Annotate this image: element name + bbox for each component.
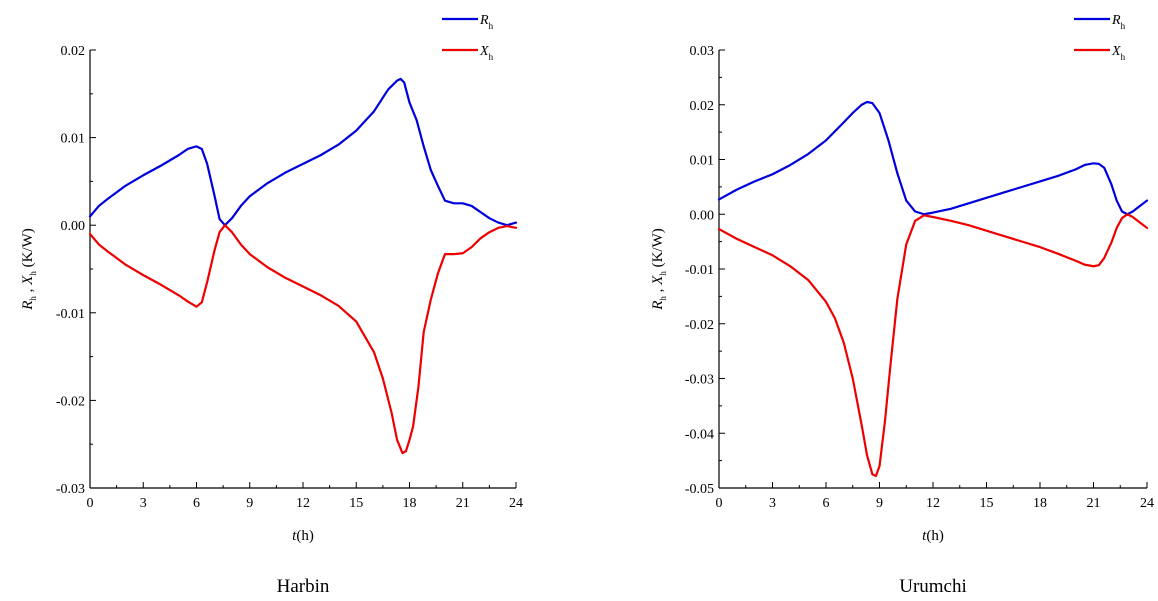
- y-tick-label: 0.00: [690, 208, 715, 223]
- chart-caption: Urumchi: [899, 576, 967, 597]
- y-tick-label: -0.05: [685, 482, 714, 497]
- legend-label: Rh: [1111, 13, 1126, 31]
- x-tick-label: 21: [1087, 496, 1101, 511]
- chart-caption: Harbin: [277, 576, 330, 597]
- x-tick-label: 24: [1140, 496, 1154, 511]
- series-line-rh: [88, 77, 518, 227]
- x-tick-label: 15: [349, 496, 363, 511]
- x-tick-label: 15: [980, 496, 994, 511]
- chart-urumchi: 0 3 6 9 12 15 18 21 24 -0.05 -0.04 -0.03 -0.02 -0.01 0…: [650, 13, 1154, 597]
- legend-label: Rh: [479, 13, 494, 31]
- series-line-rh: [717, 100, 1149, 216]
- y-tick-label: -0.01: [56, 307, 85, 322]
- y-tick-label: -0.01: [685, 263, 714, 278]
- legend-label: Xh: [1111, 44, 1126, 62]
- y-tick-label: 0.03: [690, 44, 715, 59]
- y-axis-label: Rh , Xh (K/W): [20, 228, 38, 311]
- legend-label-sub: h: [1121, 52, 1126, 62]
- chart-harbin: 0 3 6 9 12 15 18 21 24 -0.03 -0.02 -0.01 0.00 0.01 0.0…: [20, 13, 523, 597]
- x-tick-label: 21: [456, 496, 470, 511]
- x-tick-label: 12: [296, 496, 310, 511]
- y-tick-label: -0.02: [56, 394, 85, 409]
- x-tick-label: 0: [716, 496, 723, 511]
- y-tick-label: 0.02: [690, 99, 715, 114]
- legend-label-sub: h: [489, 52, 494, 62]
- x-tick-label: 9: [246, 496, 253, 511]
- x-tick-label: 6: [823, 496, 830, 511]
- x-tick-label: 6: [193, 496, 200, 511]
- x-axis-label: t(h): [292, 528, 314, 544]
- legend-label: Xh: [479, 44, 494, 62]
- y-tick-label: -0.04: [685, 427, 714, 442]
- series-line-xh: [717, 213, 1149, 478]
- y-tick-label: 0.01: [61, 132, 86, 147]
- x-tick-label: 3: [140, 496, 147, 511]
- x-tick-label: 24: [509, 496, 523, 511]
- legend-label-sub: h: [489, 21, 494, 31]
- y-tick-label: -0.02: [685, 318, 714, 333]
- x-tick-label: 18: [1033, 496, 1047, 511]
- x-tick-label: 9: [876, 496, 883, 511]
- y-tick-label: 0.00: [61, 219, 86, 234]
- x-tick-label: 3: [769, 496, 776, 511]
- y-tick-label: 0.02: [61, 44, 86, 59]
- y-tick-label: 0.01: [690, 154, 715, 169]
- series-line-xh: [88, 224, 518, 455]
- y-tick-label: -0.03: [685, 373, 714, 388]
- x-tick-label: 0: [87, 496, 94, 511]
- y-tick-label: -0.03: [56, 482, 85, 497]
- legend-label-sub: h: [1121, 21, 1126, 31]
- x-tick-label: 18: [403, 496, 417, 511]
- y-axis-label: Rh , Xh (K/W): [650, 228, 668, 311]
- x-tick-label: 12: [926, 496, 940, 511]
- x-axis-label: t(h): [922, 528, 944, 544]
